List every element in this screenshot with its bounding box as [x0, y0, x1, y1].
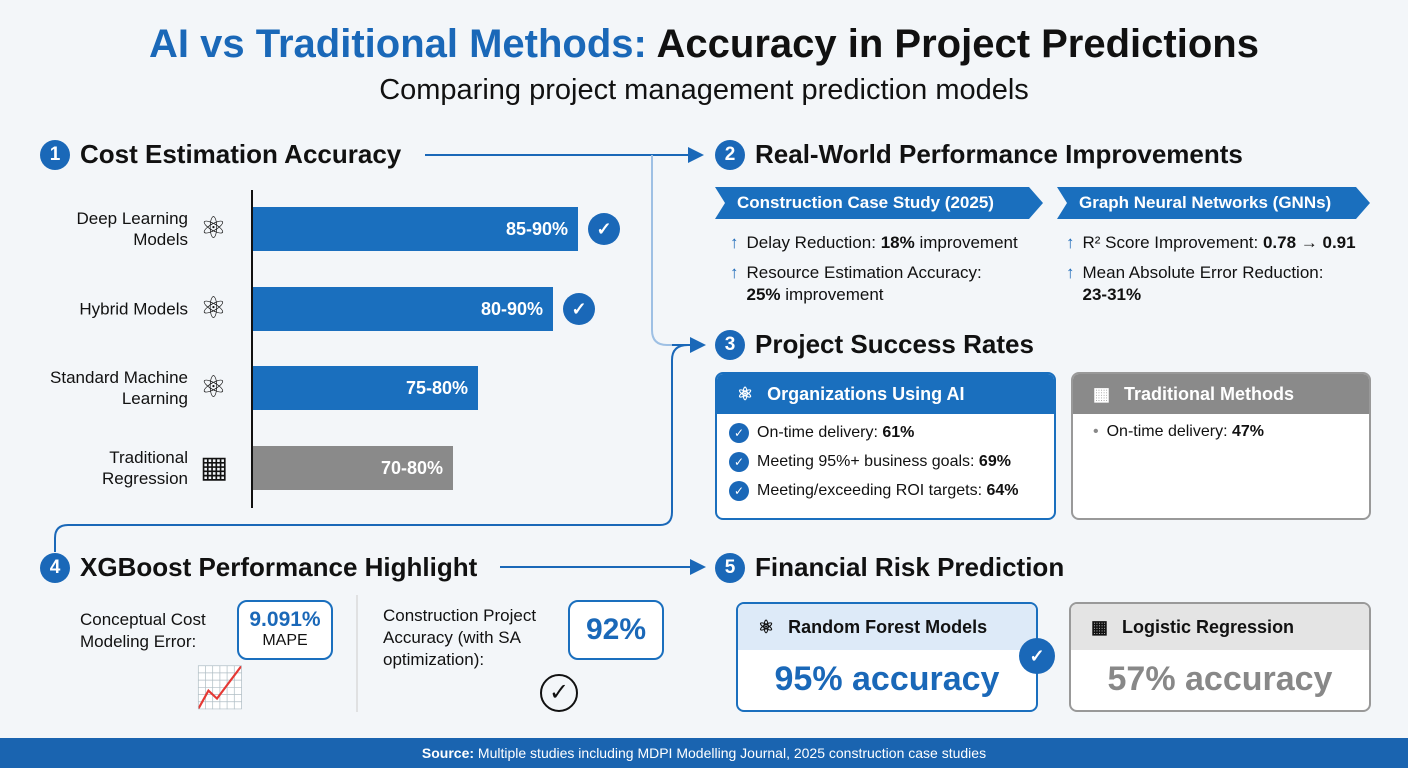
bar-value-label: 85-90%: [505, 218, 568, 239]
page-title: AI vs Traditional Methods: Accuracy in P…: [149, 22, 1259, 66]
section-5-header: 5 Financial Risk Prediction: [715, 552, 1064, 583]
bar-value-label: 80-90%: [480, 298, 543, 319]
traditional-success-card: ▦ Traditional Methods • On-time delivery: …: [1071, 372, 1371, 520]
case-study-list: ↑ Delay Reduction: 18% improvement ↑ Resou…: [730, 233, 1018, 304]
project-accuracy-label: Construction Project Accuracy (with SA o…: [383, 606, 537, 669]
bar-category-label: Standard Machine Learning: [50, 368, 188, 408]
neural-network-icon: ⚛: [200, 292, 227, 325]
gnn-banner: Graph Neural Networks (GNNs): [1057, 187, 1370, 219]
arrow-up-icon: ↑: [1066, 263, 1075, 282]
cost-error-label: Conceptual Cost Modeling Error:: [80, 610, 206, 651]
check-icon: ✓: [1019, 638, 1055, 674]
neural-network-icon: ⚛: [200, 371, 227, 404]
bar-value-label: 75-80%: [405, 377, 468, 398]
random-forest-card: ⚛ Random Forest Models 95% accuracy: [736, 602, 1038, 712]
neural-network-icon: ⚛: [737, 383, 754, 404]
bar-value-label: 70-80%: [380, 457, 443, 478]
logistic-regression-card: ▦ Logistic Regression 57% accuracy: [1069, 602, 1371, 712]
section-2-header: 2 Real-World Performance Improvements: [715, 139, 1243, 170]
gnn-list: ↑ R² Score Improvement: 0.78 → 0.91 ↑ Mean…: [1066, 233, 1356, 304]
check-icon: ✓: [729, 481, 749, 501]
section-3-header: 3 Project Success Rates: [715, 329, 1034, 360]
bar: 70-80%: [253, 446, 453, 490]
footer-source: Source: Multiple studies including MDPI …: [0, 738, 1408, 768]
cost-growth-chart-icon: 📈: [195, 666, 245, 710]
check-icon: ✓: [729, 452, 749, 472]
neural-network-icon: ⚛: [200, 212, 227, 245]
accuracy-bubble: 92%: [568, 600, 664, 660]
neural-network-icon: ⚛: [758, 616, 775, 637]
bar-category-label: Hybrid Models: [79, 299, 188, 319]
calculator-icon: ▦: [1091, 616, 1109, 637]
bar-category-label: Deep Learning Models: [76, 209, 188, 249]
arrow-up-icon: ↑: [730, 263, 739, 282]
arrow-up-icon: ↑: [1066, 233, 1075, 252]
section-1-header: 1 Cost Estimation Accuracy: [40, 139, 401, 170]
calculator-icon: ▦: [200, 451, 229, 484]
bar: 85-90%: [253, 207, 578, 251]
mape-bubble: 9.091% MAPE: [237, 600, 333, 660]
check-icon: ✓: [729, 423, 749, 443]
bar-category-label: Traditional Regression: [102, 448, 188, 488]
bar: 75-80%: [253, 366, 478, 410]
calculator-icon: ▦: [1093, 383, 1111, 404]
bullet-icon: •: [1093, 423, 1099, 440]
section-4-header: 4 XGBoost Performance Highlight: [40, 552, 477, 583]
bar: 80-90%: [253, 287, 553, 331]
ai-success-card: ⚛ Organizations Using AI ✓ On-time deliver…: [715, 372, 1056, 520]
page-subtitle: Comparing project management prediction …: [379, 74, 1029, 106]
case-study-banner: Construction Case Study (2025): [715, 187, 1043, 219]
check-circle-icon: ✓: [540, 674, 578, 712]
arrow-up-icon: ↑: [730, 233, 739, 252]
check-icon: ✓: [563, 293, 595, 325]
check-icon: ✓: [588, 213, 620, 245]
